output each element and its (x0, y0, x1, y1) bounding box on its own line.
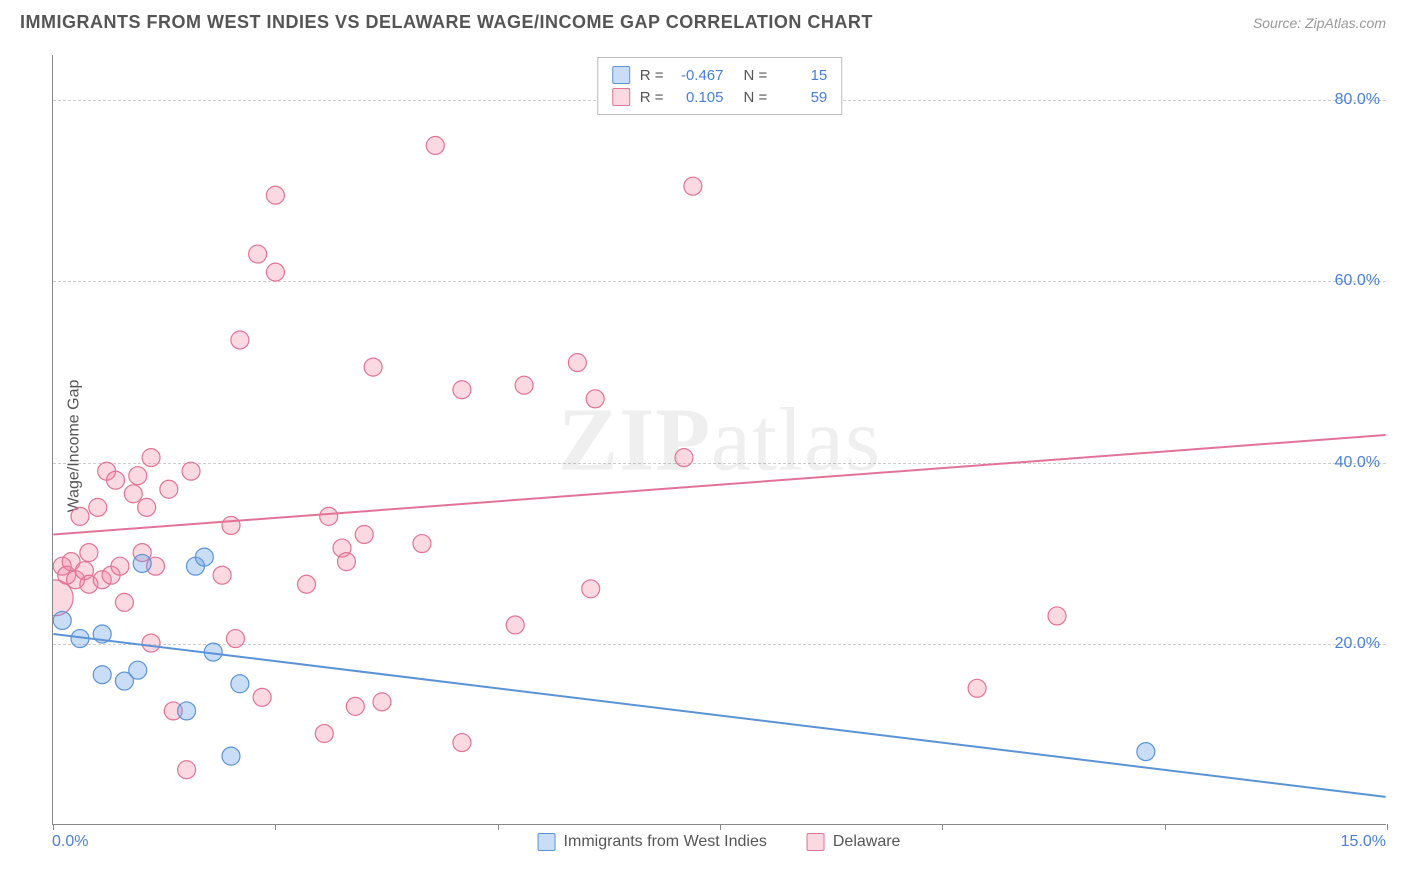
data-point (253, 688, 271, 706)
data-point (266, 186, 284, 204)
xtick (720, 824, 721, 830)
data-point (266, 263, 284, 281)
data-point (249, 245, 267, 263)
data-point (355, 526, 373, 544)
data-point (53, 611, 71, 629)
data-point (426, 136, 444, 154)
regression-line (53, 435, 1385, 535)
data-point (124, 485, 142, 503)
data-point (315, 725, 333, 743)
data-point (515, 376, 533, 394)
data-point (364, 358, 382, 376)
data-point (107, 471, 125, 489)
legend-item-b: Delaware (807, 833, 901, 851)
data-point (138, 498, 156, 516)
data-point (195, 548, 213, 566)
data-point (93, 666, 111, 684)
data-point (337, 553, 355, 571)
data-point (346, 697, 364, 715)
data-point (568, 354, 586, 372)
data-point (222, 747, 240, 765)
data-point (178, 702, 196, 720)
legend-swatch-a-icon (538, 833, 556, 851)
data-point (89, 498, 107, 516)
data-point (71, 507, 89, 525)
data-point (453, 734, 471, 752)
data-point (182, 462, 200, 480)
scatter-svg (53, 55, 1386, 824)
stats-row-series-b: R = 0.105 N = 59 (612, 86, 828, 108)
data-point (506, 616, 524, 634)
legend-swatch-b-icon (807, 833, 825, 851)
data-point (231, 675, 249, 693)
xtick (275, 824, 276, 830)
data-point (582, 580, 600, 598)
data-point (453, 381, 471, 399)
data-point (129, 661, 147, 679)
data-point (373, 693, 391, 711)
xtick (942, 824, 943, 830)
stats-legend-box: R = -0.467 N = 15 R = 0.105 N = 59 (597, 57, 843, 115)
data-point (413, 535, 431, 553)
stats-row-series-a: R = -0.467 N = 15 (612, 64, 828, 86)
x-axis-labels: 0.0% Immigrants from West Indies Delawar… (52, 833, 1386, 863)
swatch-b-icon (612, 88, 630, 106)
source-label: Source: ZipAtlas.com (1253, 15, 1386, 31)
xtick (498, 824, 499, 830)
legend-label-b: Delaware (833, 833, 901, 851)
regression-line (53, 634, 1385, 797)
data-point (298, 575, 316, 593)
data-point (684, 177, 702, 195)
data-point (675, 449, 693, 467)
data-point (222, 516, 240, 534)
header: IMMIGRANTS FROM WEST INDIES VS DELAWARE … (0, 0, 1406, 41)
legend-item-a: Immigrants from West Indies (538, 833, 767, 851)
data-point (142, 634, 160, 652)
data-point (320, 507, 338, 525)
data-point (226, 630, 244, 648)
data-point (111, 557, 129, 575)
data-point (129, 467, 147, 485)
data-point (80, 544, 98, 562)
xtick (1387, 824, 1388, 830)
chart-title: IMMIGRANTS FROM WEST INDIES VS DELAWARE … (20, 12, 873, 33)
data-point (133, 554, 151, 572)
x-max-label: 15.0% (1341, 833, 1386, 851)
data-point (586, 390, 604, 408)
data-point (968, 679, 986, 697)
series-legend: Immigrants from West Indies Delaware (538, 833, 901, 851)
legend-label-a: Immigrants from West Indies (564, 833, 767, 851)
data-point (1137, 743, 1155, 761)
data-point (160, 480, 178, 498)
data-point (115, 593, 133, 611)
x-min-label: 0.0% (52, 833, 88, 851)
xtick (53, 824, 54, 830)
xtick (1165, 824, 1166, 830)
data-point (178, 761, 196, 779)
data-point (142, 449, 160, 467)
swatch-a-icon (612, 66, 630, 84)
data-point (1048, 607, 1066, 625)
data-point (213, 566, 231, 584)
chart-plot-area: ZIPatlas R = -0.467 N = 15 R = 0.105 N =… (52, 55, 1386, 825)
data-point (231, 331, 249, 349)
